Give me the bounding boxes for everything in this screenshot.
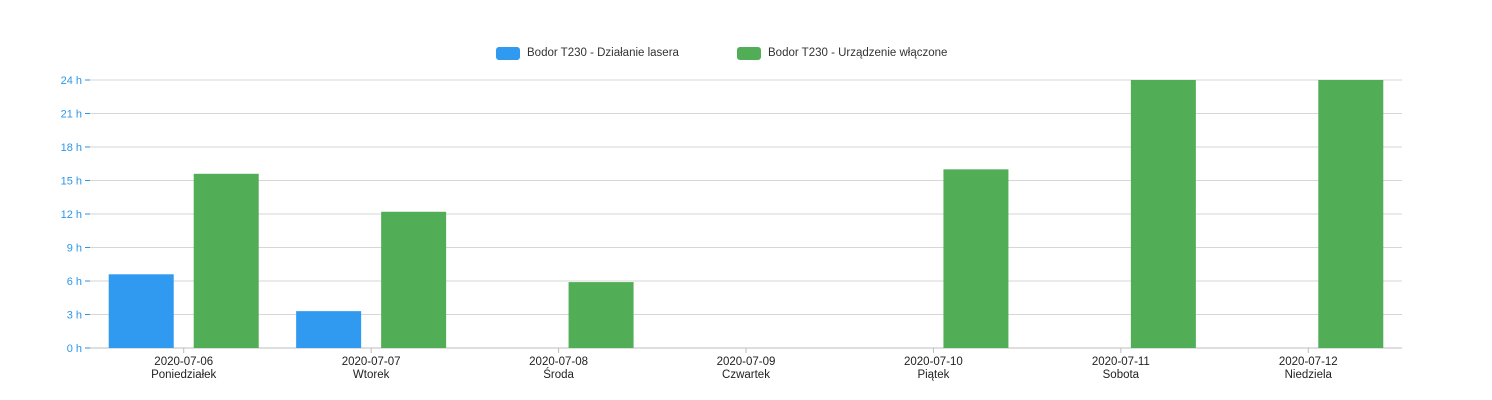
x-tick-label-day: Niedziela bbox=[1285, 369, 1333, 381]
legend-item-device-on[interactable]: Bodor T230 - Urządzenie włączone bbox=[737, 44, 947, 62]
x-tick-label-day: Piątek bbox=[917, 369, 949, 381]
x-tick-label-date: 2020-07-10 bbox=[904, 356, 963, 368]
legend-swatch-laser bbox=[496, 46, 520, 60]
y-tick-label: 6 h bbox=[67, 276, 82, 288]
x-tick-label-day: Środa bbox=[543, 368, 574, 381]
bar-device-on bbox=[943, 169, 1009, 348]
bar-device-on bbox=[1130, 80, 1196, 348]
legend-label-laser: Bodor T230 - Działanie lasera bbox=[527, 47, 679, 59]
y-tick-label: 15 h bbox=[61, 176, 82, 188]
y-tick-label: 0 h bbox=[67, 343, 82, 355]
x-tick-label-day: Wtorek bbox=[353, 369, 390, 381]
legend-label-device-on: Bodor T230 - Urządzenie włączone bbox=[768, 47, 948, 59]
legend: Bodor T230 - Działanie lasera Bodor T230… bbox=[0, 44, 1492, 62]
y-tick-label: 21 h bbox=[61, 109, 82, 121]
x-tick-label-date: 2020-07-08 bbox=[529, 356, 588, 368]
bar-laser bbox=[108, 274, 174, 348]
y-tick-label: 12 h bbox=[61, 209, 82, 221]
bar-device-on bbox=[381, 211, 447, 348]
legend-item-laser[interactable]: Bodor T230 - Działanie lasera bbox=[496, 44, 679, 62]
bar-device-on bbox=[568, 282, 634, 348]
bar-laser bbox=[296, 311, 362, 348]
x-tick-label-day: Poniedziałek bbox=[151, 369, 216, 381]
x-tick-label-day: Czwartek bbox=[722, 369, 770, 381]
y-tick-label: 18 h bbox=[61, 142, 82, 154]
x-tick-label-date: 2020-07-12 bbox=[1279, 356, 1338, 368]
bar-device-on bbox=[1318, 80, 1384, 348]
bar-device-on bbox=[193, 173, 259, 348]
x-tick-label-date: 2020-07-07 bbox=[342, 356, 401, 368]
x-tick-label-day: Sobota bbox=[1103, 369, 1140, 381]
x-tick-label-date: 2020-07-06 bbox=[154, 356, 213, 368]
y-tick-label: 9 h bbox=[67, 243, 82, 255]
legend-swatch-device-on bbox=[737, 46, 761, 60]
x-tick-label-date: 2020-07-09 bbox=[717, 356, 776, 368]
y-tick-label: 3 h bbox=[67, 310, 82, 322]
x-tick-label-date: 2020-07-11 bbox=[1092, 356, 1150, 368]
y-tick-label: 24 h bbox=[61, 75, 82, 87]
